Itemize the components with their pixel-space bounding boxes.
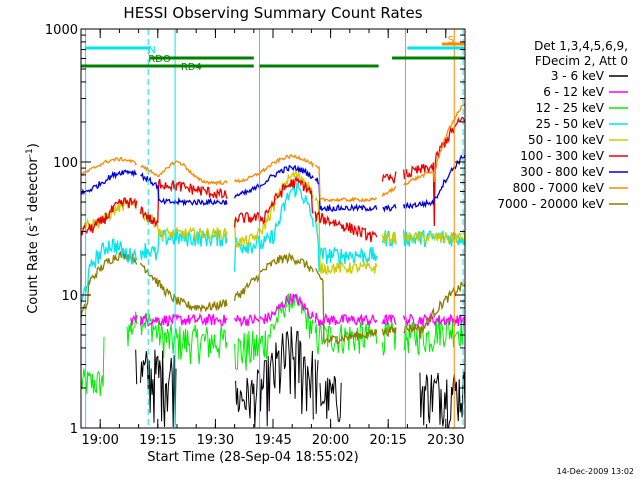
y-axis: 1 10 100 1000 [45,23,465,437]
legend-label-8: 7000 - 20000 keV [497,197,604,211]
legend-label-0: 3 - 6 keV [551,69,605,83]
plot-area [81,29,465,428]
series-line-4 [81,170,465,275]
timestamp: 14-Dec-2009 13:02 [557,467,634,476]
legend: Det 1,3,4,5,6,9,FDecim 2, Att 03 - 6 keV… [497,39,628,211]
legend-label-7: 800 - 7000 keV [513,181,605,195]
series-line-6 [81,154,465,213]
y-tick-label-1: 10 [61,289,78,304]
x-tick-label-4: 20:00 [312,433,349,448]
series-line-1 [130,293,465,328]
y-tick-label-0: 1 [70,422,78,437]
flag-label-s: S [448,35,454,46]
series-line-0 [135,326,465,428]
x-tick-label-0: 19:00 [81,433,118,448]
series-line-8 [81,249,465,346]
x-tick-label-6: 20:30 [427,433,464,448]
y-tick-label-2: 100 [53,156,78,171]
chart-title: HESSI Observing Summary Count Rates [123,4,422,22]
series-line-2 [81,292,465,397]
legend-label-4: 50 - 100 keV [528,133,605,147]
series-line-3 [81,182,465,303]
flag-label-n: N [148,45,155,56]
y-tick-label-3: 1000 [45,23,78,38]
legend-header-0: Det 1,3,4,5,6,9, [534,39,628,53]
legend-label-1: 6 - 12 keV [543,85,605,99]
x-tick-label-2: 19:30 [197,433,234,448]
series-line-5 [81,116,465,243]
legend-label-3: 25 - 50 keV [536,117,605,131]
legend-label-2: 12 - 25 keV [536,101,605,115]
x-tick-label-5: 20:15 [369,433,406,448]
legend-header-1: FDecim 2, Att 0 [535,54,628,68]
x-axis-label: Start Time (28-Sep-04 18:55:02) [147,450,358,465]
legend-label-6: 300 - 800 keV [520,165,604,179]
series-line-7 [81,102,465,203]
x-tick-label-1: 19:15 [139,433,176,448]
flag-label-rd4: RD4 [181,62,202,73]
x-axis: 19:00 19:15 19:30 19:45 20:00 20:15 20:30 [80,29,466,448]
x-tick-label-3: 19:45 [254,433,291,448]
y-axis-label: Count Rate (s-1 detector-1) [25,143,41,314]
flag-label-rdo: RDO [148,54,171,65]
legend-label-5: 100 - 300 keV [520,149,604,163]
